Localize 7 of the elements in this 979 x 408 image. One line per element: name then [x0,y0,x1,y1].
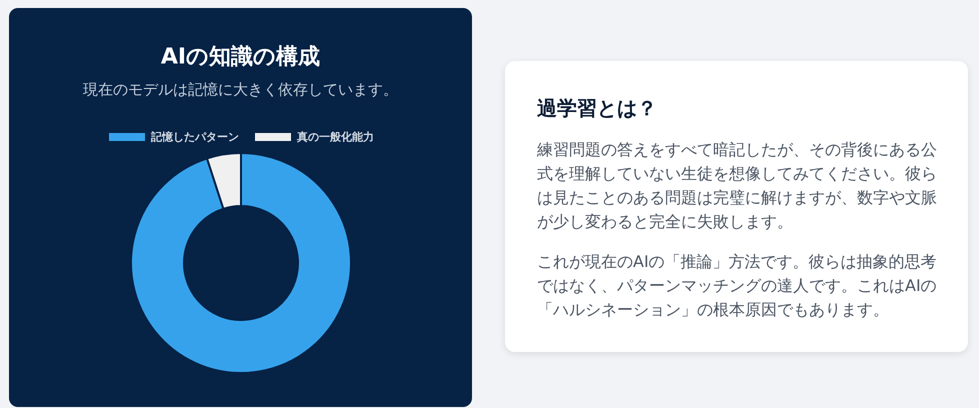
text: 過学習とは？ [537,95,658,122]
text: 練習問題の答えをすべて暗記したが、その背後にある公式を理解していない生徒を想像してみてください。彼らは見たことのある問題は完璧に解けますが、数字や文脈が少し変わると完全に失敗します。 [537,139,938,233]
text: これが現在のAIの「推論」方法です。彼らは抽象的思考ではなく、パターンマッチングの達人です。これはAIの「ハルシネーション」の根本原因でもあります。 [537,251,938,321]
chart-subtitle: 現在のモデルは記憶に大きく依存しています。 [83,80,398,98]
legend-label: 真の一般化能力 [296,130,374,144]
chart-title: AIの知識の構成 [160,44,320,70]
legend-label: 記憶したパターン [150,130,239,144]
